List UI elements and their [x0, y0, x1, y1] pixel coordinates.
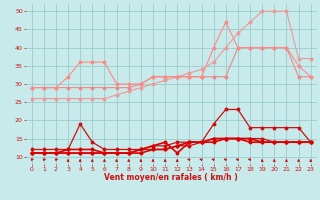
X-axis label: Vent moyen/en rafales ( km/h ): Vent moyen/en rafales ( km/h )	[104, 173, 238, 182]
